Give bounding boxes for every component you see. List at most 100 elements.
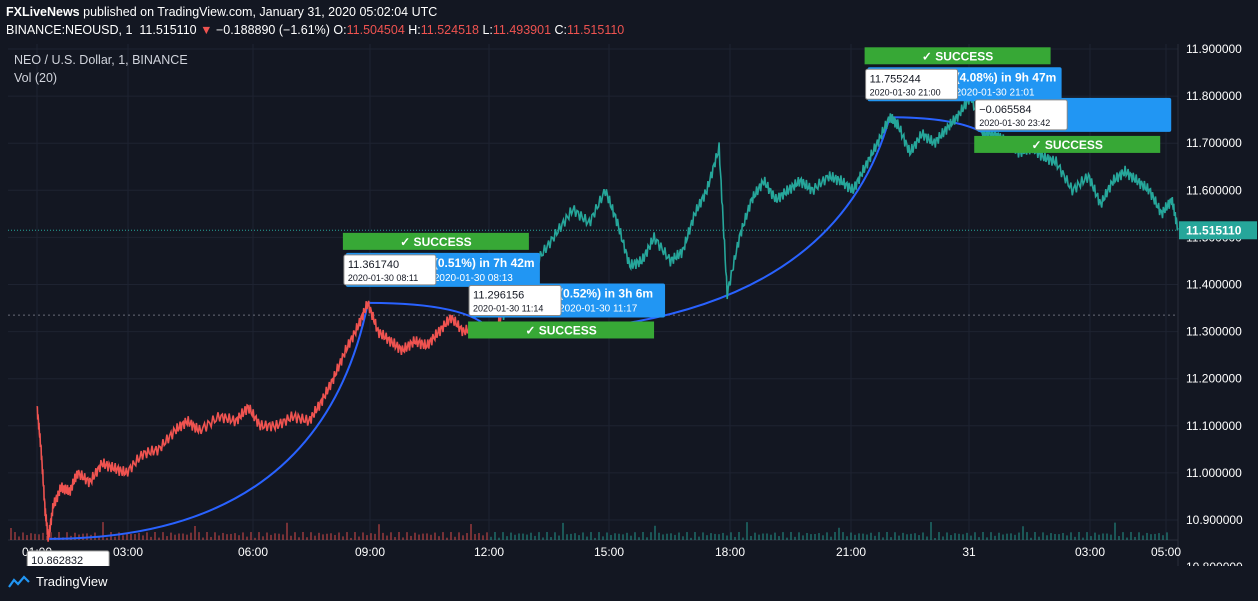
volume-bar (334, 534, 336, 540)
volume-bar (506, 536, 508, 540)
volume-bar (822, 535, 824, 540)
volume-bar (594, 537, 596, 540)
signal-change-text: (0.51%) in 7h 42m (434, 256, 535, 270)
volume-bar (882, 537, 884, 540)
volume-bar (714, 533, 716, 540)
volume-bar (806, 532, 808, 540)
volume-bar (858, 533, 860, 540)
price-chart[interactable]: 11.900000 11.800000 11.700000 11.600000 11.5… (0, 0, 1258, 566)
signal-time-label: 2020-01-30 21:00 (870, 87, 941, 97)
volume-bar (494, 532, 496, 540)
success-badge (342, 232, 529, 250)
volume-bar (1078, 532, 1080, 540)
volume-bar (366, 535, 368, 540)
volume-bar (166, 536, 168, 540)
volume-bar (1062, 532, 1064, 540)
volume-bar (950, 535, 952, 540)
volume-bar (330, 533, 332, 540)
volume-bar (682, 536, 684, 540)
tradingview-logo-icon (8, 574, 30, 588)
volume-bar (762, 533, 764, 540)
volume-bar (1102, 533, 1104, 540)
volume-bar (382, 532, 384, 540)
volume-bar (718, 534, 720, 540)
volume-bar (298, 537, 300, 540)
volume-bar (198, 532, 200, 540)
close-value: 11.515110 (567, 23, 625, 37)
volume-bar (226, 534, 228, 540)
volume-bar (846, 536, 848, 540)
volume-bar (1058, 534, 1060, 540)
volume-bar (462, 535, 464, 540)
author-name[interactable]: FXLiveNews (6, 5, 80, 19)
x-tick-label: 03:00 (1075, 545, 1105, 559)
volume-bar (866, 534, 868, 540)
success-badge (468, 321, 655, 339)
volume-bar (30, 533, 32, 540)
volume-bar (118, 532, 120, 540)
close-label: C: (554, 23, 568, 37)
volume-bar (678, 532, 680, 540)
volume-bar (358, 536, 360, 540)
signal-price-box (468, 284, 562, 316)
price-change: −0.188890 (−1.61%) (215, 23, 330, 37)
volume-bar (286, 522, 288, 540)
volume-bar (1038, 536, 1040, 540)
volume-bar (258, 532, 260, 540)
volume-bar (442, 532, 444, 540)
signal-price-label: 11.361740 (348, 259, 399, 271)
volume-bar (218, 535, 220, 540)
volume-bar (702, 532, 704, 540)
volume-bar (310, 532, 312, 540)
volume-bar (1122, 532, 1124, 540)
footer-bar (0, 566, 1258, 601)
volume-bar (466, 533, 468, 540)
y-tick-label: 11.600000 (1186, 183, 1242, 197)
volume-bar (650, 532, 652, 540)
tradingview-brand[interactable]: TradingView (8, 574, 108, 589)
volume-bar (350, 537, 352, 540)
volume-bar (318, 532, 320, 540)
signal-price-box (343, 254, 437, 286)
volume-bar (106, 537, 108, 540)
signal-change-text: (0.52%) in 3h 6m (559, 286, 653, 300)
volume-bar (1090, 536, 1092, 540)
volume-bar (122, 535, 124, 540)
volume-bar (938, 532, 940, 540)
success-badge-label: ✓ SUCCESS (525, 323, 596, 337)
symbol-name[interactable]: BINANCE:NEOUSD, 1 (6, 23, 133, 37)
volume-bar (574, 533, 576, 540)
volume-bar (278, 533, 280, 540)
volume-bar (706, 535, 708, 540)
volume-bar (1094, 532, 1096, 540)
x-tick-label: 15:00 (594, 545, 624, 559)
volume-bar (1082, 537, 1084, 540)
open-value: 11.504504 (346, 23, 405, 37)
volume-bar (658, 532, 660, 540)
volume-bar (26, 535, 28, 540)
y-tick-label: 10.800000 (1186, 560, 1243, 566)
volume-bar (274, 533, 276, 540)
x-tick-label: 12:00 (474, 545, 504, 559)
volume-bar (14, 532, 16, 540)
volume-bar (742, 537, 744, 540)
volume-bar (734, 536, 736, 540)
volume-bar (266, 532, 268, 540)
signal-time-label: 2020-01-30 08:11 (348, 273, 418, 283)
volume-bar (790, 532, 792, 540)
volume-bar (486, 532, 488, 540)
signal-label-group: (0.52%) in 3h 6m 2020-01-30 11:17 11.29615… (468, 283, 666, 339)
volume-bar (918, 535, 920, 540)
volume-bar (798, 532, 800, 540)
y-tick-label: 10.900000 (1186, 513, 1243, 527)
volume-bar (978, 537, 980, 540)
volume-bar (414, 532, 416, 540)
price-series-line (36, 300, 503, 542)
volume-bar (786, 537, 788, 540)
volume-bar (526, 534, 528, 540)
success-badge-label: ✓ SUCCESS (400, 235, 471, 249)
volume-bar (746, 522, 748, 540)
volume-bar (534, 535, 536, 540)
volume-bar (898, 535, 900, 540)
high-value: 11.524518 (420, 23, 479, 37)
